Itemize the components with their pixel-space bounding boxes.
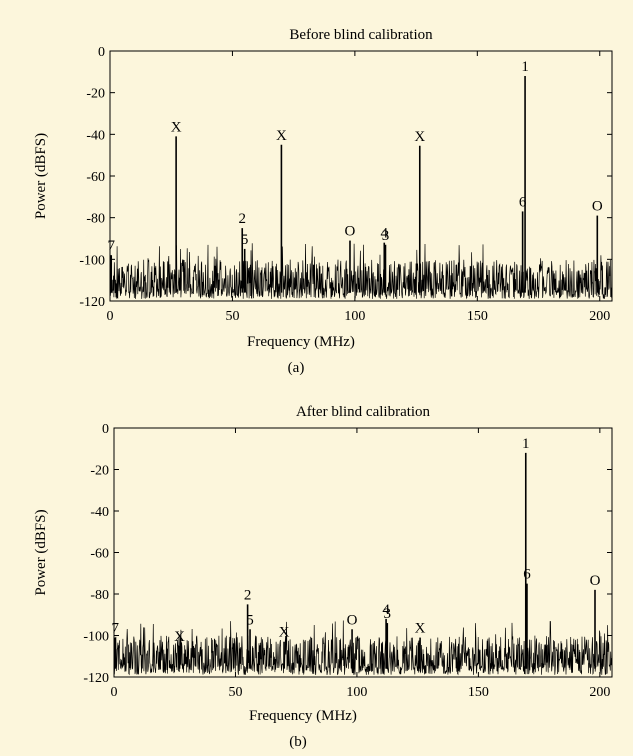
x-tick-label: 100	[346, 685, 367, 700]
x-tick-label: 150	[467, 309, 488, 324]
y-axis-label: Power (dBFS)	[33, 133, 49, 219]
y-axis-label: Power (dBFS)	[33, 509, 49, 595]
x-tick-label: 150	[468, 685, 489, 700]
y-tick-label: -120	[83, 671, 109, 686]
spike-label: 1	[521, 59, 529, 75]
x-tick-label: 200	[589, 309, 610, 324]
spike-label: 7	[107, 238, 115, 254]
spike-label: 4	[381, 226, 389, 242]
spike-label: 5	[241, 232, 249, 248]
y-tick-label: -20	[90, 464, 109, 479]
y-tick-label: -100	[79, 253, 105, 268]
spike-label: O	[592, 199, 603, 215]
x-axis-label: Frequency (MHz)	[247, 334, 355, 350]
y-tick-label: -60	[86, 170, 105, 185]
y-tick-label: -80	[86, 212, 105, 227]
spike-label: 1	[522, 436, 530, 452]
chart-title: After blind calibration	[296, 404, 431, 420]
spike-label: O	[345, 224, 356, 240]
spike-label: X	[174, 629, 185, 645]
y-tick-label: -20	[86, 87, 105, 102]
spike-label: 5	[246, 612, 254, 628]
spike-label: X	[279, 625, 290, 641]
x-tick-label: 200	[589, 685, 610, 700]
y-tick-label: -120	[79, 295, 105, 310]
noise-floor-trace	[113, 620, 613, 676]
noise-floor-trace	[109, 243, 613, 300]
x-tick-label: 100	[344, 309, 365, 324]
y-tick-label: -60	[90, 547, 109, 562]
spike-label: 7	[111, 621, 119, 637]
y-tick-label: 0	[98, 45, 105, 60]
spike-label: O	[590, 573, 601, 589]
x-tick-label: 0	[111, 685, 118, 700]
spike-label: 3	[382, 228, 390, 244]
plot-frame	[113, 427, 613, 678]
x-tick-label: 0	[107, 309, 114, 324]
spike-label: O	[347, 612, 358, 628]
spike-label: 6	[523, 567, 531, 583]
spike-label: 2	[238, 211, 246, 227]
x-tick-label: 50	[228, 685, 242, 700]
y-tick-label: -80	[90, 588, 109, 603]
spike-label: 3	[384, 606, 392, 622]
y-tick-label: -40	[90, 505, 109, 520]
spike-label: 6	[519, 194, 527, 210]
spike-label: 2	[244, 587, 252, 603]
spike-label: X	[415, 621, 426, 637]
y-tick-label: 0	[102, 422, 109, 437]
x-tick-label: 50	[225, 309, 239, 324]
x-axis-label: Frequency (MHz)	[249, 708, 357, 724]
panel-caption: (a)	[288, 360, 305, 376]
y-tick-label: -40	[86, 128, 105, 143]
spike-label: X	[171, 119, 182, 135]
panel-caption: (b)	[289, 734, 307, 750]
spike-label: X	[276, 128, 287, 144]
spike-label: X	[414, 129, 425, 145]
chart-title: Before blind calibration	[289, 27, 433, 43]
y-tick-label: -100	[83, 630, 109, 645]
spike-label: 4	[382, 602, 390, 618]
